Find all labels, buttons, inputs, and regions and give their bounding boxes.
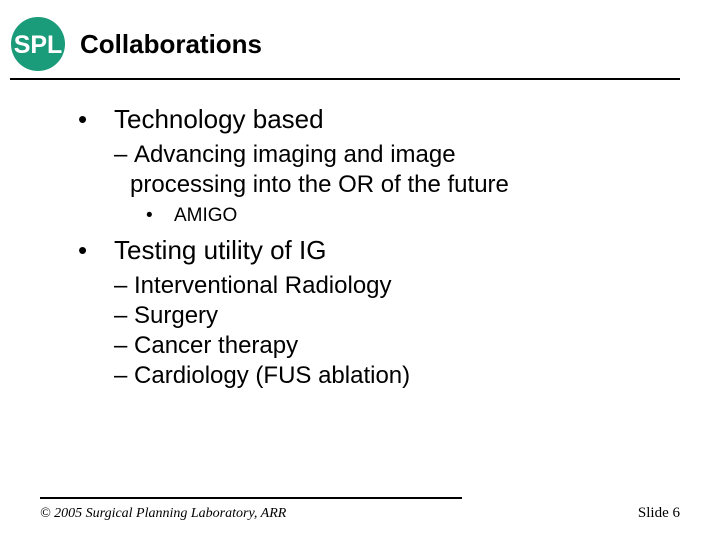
bullet-level2: – Cancer therapy [96, 332, 664, 360]
bullet-dot-icon: • [160, 205, 174, 227]
bullet-dot-icon: • [96, 104, 114, 135]
slide-title: Collaborations [80, 29, 262, 60]
bullet-text: Cardiology (FUS ablation) [134, 362, 410, 389]
bullet-text: Surgery [134, 302, 218, 329]
bullet-level2: – Interventional Radiology [96, 272, 664, 300]
bullet-level2-cont: processing into the OR of the future [96, 171, 664, 199]
bullet-level2: – Cardiology (FUS ablation) [96, 362, 664, 390]
header: SPL Collaborations [10, 16, 680, 80]
bullet-text: Advancing imaging and image [134, 141, 456, 168]
bullet-text: AMIGO [174, 205, 237, 226]
footer-rule [40, 497, 462, 499]
bullet-text: Testing utility of IG [114, 235, 326, 265]
bullet-level2-group: – Advancing imaging and image processing… [96, 141, 664, 199]
footer: © 2005 Surgical Planning Laboratory, ARR… [40, 497, 680, 522]
bullet-level1: • Technology based [96, 104, 664, 135]
bullet-text: Interventional Radiology [134, 272, 392, 299]
slide-body: • Technology based – Advancing imaging a… [40, 104, 680, 390]
bullet-level2: – Advancing imaging and image [96, 141, 664, 169]
bullet-level1: • Testing utility of IG [96, 235, 664, 266]
bullet-text: Cancer therapy [134, 332, 298, 359]
bullet-text: processing into the OR of the future [130, 171, 509, 198]
bullet-text: Technology based [114, 104, 324, 134]
slide-number: Slide 6 [638, 505, 680, 522]
bullet-dot-icon: • [96, 235, 114, 266]
bullet-level3: • AMIGO [96, 205, 664, 227]
bullet-level2: – Surgery [96, 302, 664, 330]
spl-logo-icon: SPL [10, 16, 66, 72]
slide: SPL Collaborations • Technology based – … [0, 0, 720, 540]
logo-text: SPL [14, 31, 63, 59]
copyright-text: © 2005 Surgical Planning Laboratory, ARR [40, 506, 286, 522]
footer-row: © 2005 Surgical Planning Laboratory, ARR… [40, 505, 680, 522]
